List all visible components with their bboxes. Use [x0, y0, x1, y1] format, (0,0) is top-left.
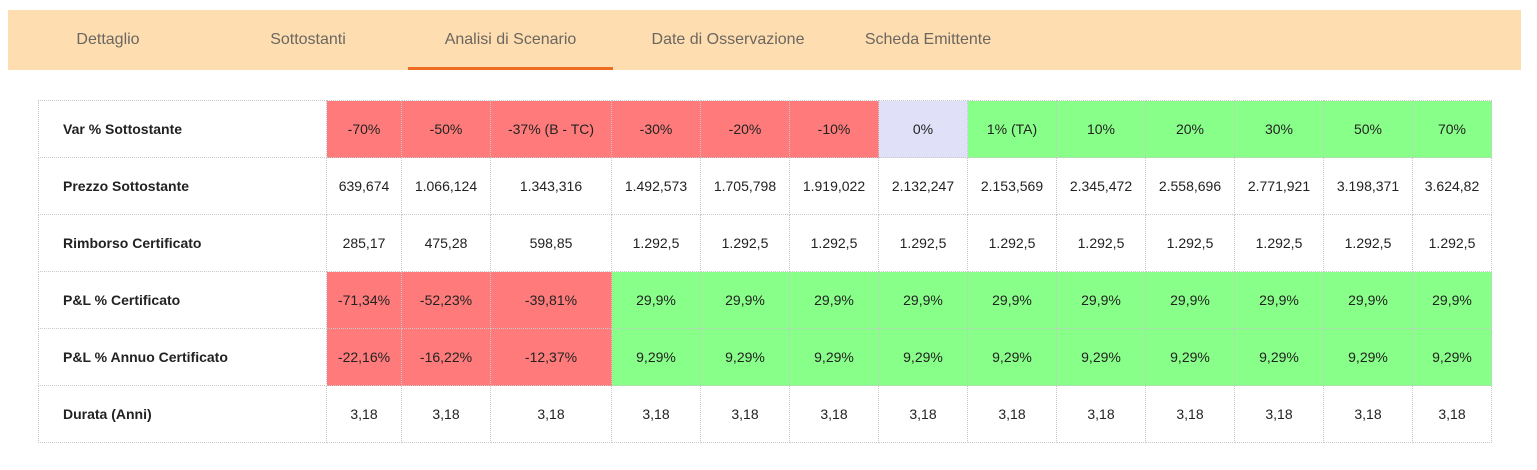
table-cell: 598,85 [490, 214, 612, 272]
tab-date-di-osservazione[interactable]: Date di Osservazione [651, 31, 805, 48]
row-pl-annuo-certificato: P&L % Annuo Certificato -22,16% -16,22% -12… [38, 328, 1492, 386]
table-cell: 2.771,921 [1234, 157, 1324, 215]
table-cell: 3.624,82 [1412, 157, 1492, 215]
table-cell: 9,29% [1056, 328, 1146, 386]
table-cell: 3,18 [326, 385, 402, 443]
table-cell: 2.153,569 [967, 157, 1057, 215]
row-pl-certificato: P&L % Certificato -71,34% -52,23% -39,81% 29… [38, 271, 1492, 329]
tab-sottostanti[interactable]: Sottostanti [270, 31, 346, 48]
table-cell: 639,674 [326, 157, 402, 215]
table-cell: 3,18 [1412, 385, 1492, 443]
table-cell: 9,29% [967, 328, 1057, 386]
table-cell: 20% [1145, 100, 1235, 158]
table-cell: 3,18 [1145, 385, 1235, 443]
table-cell: -71,34% [326, 271, 402, 329]
table-cell: 3,18 [878, 385, 968, 443]
table-cell: 9,29% [1323, 328, 1413, 386]
table-cell: 29,9% [1323, 271, 1413, 329]
table-cell: 1.292,5 [1234, 214, 1324, 272]
table-cell: 2.345,472 [1056, 157, 1146, 215]
table-cell: 29,9% [967, 271, 1057, 329]
table-cell: 9,29% [1412, 328, 1492, 386]
row-durata-anni: Durata (Anni) 3,18 3,18 3,18 3,18 3,18 3,18 3,1… [38, 385, 1492, 443]
table-cell: 1.292,5 [1145, 214, 1235, 272]
tab-bar: Dettaglio Sottostanti Analisi di Scenari… [8, 10, 1521, 70]
table-cell: 3,18 [967, 385, 1057, 443]
table-cell: 1.292,5 [967, 214, 1057, 272]
row-label: Prezzo Sottostante [38, 157, 327, 215]
table-cell: 1.705,798 [700, 157, 790, 215]
tab-scheda-emittente[interactable]: Scheda Emittente [864, 31, 992, 48]
table-cell: -70% [326, 100, 402, 158]
table-cell: 9,29% [878, 328, 968, 386]
table-cell: 475,28 [401, 214, 491, 272]
table-cell: 29,9% [700, 271, 790, 329]
tab-dettaglio[interactable]: Dettaglio [76, 31, 140, 48]
table-cell: -50% [401, 100, 491, 158]
table-cell: 9,29% [1145, 328, 1235, 386]
table-cell: -12,37% [490, 328, 612, 386]
table-cell: 1% (TA) [967, 100, 1057, 158]
row-label: Rimborso Certificato [38, 214, 327, 272]
table-cell: 3,18 [1056, 385, 1146, 443]
table-cell: 0% [878, 100, 968, 158]
table-cell: 1.292,5 [1323, 214, 1413, 272]
table-cell: 3.198,371 [1323, 157, 1413, 215]
table-cell: 29,9% [1412, 271, 1492, 329]
table-cell: -37% (B - TC) [490, 100, 612, 158]
table-cell: 29,9% [1056, 271, 1146, 329]
table-cell: 3,18 [401, 385, 491, 443]
table-cell: 3,18 [1234, 385, 1324, 443]
table-cell: 1.292,5 [611, 214, 701, 272]
row-label: P&L % Annuo Certificato [38, 328, 327, 386]
scenario-table: Var % Sottostante -70% -50% -37% (B - TC) -3… [38, 100, 1492, 443]
table-cell: 3,18 [611, 385, 701, 443]
table-cell: -30% [611, 100, 701, 158]
row-rimborso-certificato: Rimborso Certificato 285,17 475,28 598,85 1.… [38, 214, 1492, 272]
table-cell: 3,18 [789, 385, 879, 443]
table-cell: 1.066,124 [401, 157, 491, 215]
table-cell: 3,18 [1323, 385, 1413, 443]
table-cell: -39,81% [490, 271, 612, 329]
row-label: Var % Sottostante [38, 100, 327, 158]
table-cell: 1.492,573 [611, 157, 701, 215]
table-cell: 3,18 [490, 385, 612, 443]
table-cell: 9,29% [700, 328, 790, 386]
table-cell: 285,17 [326, 214, 402, 272]
row-label: Durata (Anni) [38, 385, 327, 443]
table-cell: 10% [1056, 100, 1146, 158]
table-cell: -52,23% [401, 271, 491, 329]
table-cell: -22,16% [326, 328, 402, 386]
table-cell: 70% [1412, 100, 1492, 158]
table-cell: -10% [789, 100, 879, 158]
table-cell: 2.558,696 [1145, 157, 1235, 215]
table-cell: -16,22% [401, 328, 491, 386]
table-cell: 3,18 [700, 385, 790, 443]
table-cell: 29,9% [611, 271, 701, 329]
table-cell: -20% [700, 100, 790, 158]
row-label: P&L % Certificato [38, 271, 327, 329]
table-cell: 9,29% [611, 328, 701, 386]
table-cell: 2.132,247 [878, 157, 968, 215]
table-cell: 9,29% [1234, 328, 1324, 386]
table-cell: 1.919,022 [789, 157, 879, 215]
table-cell: 29,9% [1145, 271, 1235, 329]
table-cell: 29,9% [789, 271, 879, 329]
table-cell: 50% [1323, 100, 1413, 158]
table-cell: 29,9% [1234, 271, 1324, 329]
table-cell: 1.292,5 [700, 214, 790, 272]
tab-analisi-di-scenario[interactable]: Analisi di Scenario [408, 10, 613, 70]
row-var-sottostante: Var % Sottostante -70% -50% -37% (B - TC) -3… [38, 100, 1492, 158]
table-cell: 1.292,5 [1056, 214, 1146, 272]
table-cell: 30% [1234, 100, 1324, 158]
table-cell: 1.292,5 [1412, 214, 1492, 272]
table-cell: 1.292,5 [789, 214, 879, 272]
table-cell: 1.292,5 [878, 214, 968, 272]
table-cell: 29,9% [878, 271, 968, 329]
row-prezzo-sottostante: Prezzo Sottostante 639,674 1.066,124 1.343,… [38, 157, 1492, 215]
table-cell: 1.343,316 [490, 157, 612, 215]
table-cell: 9,29% [789, 328, 879, 386]
